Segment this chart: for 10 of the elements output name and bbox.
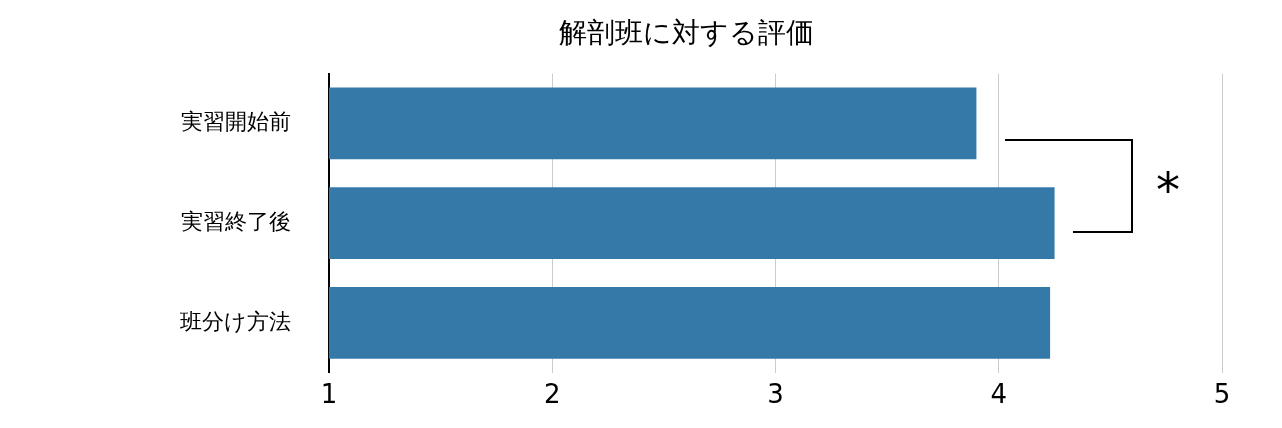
y-tick-label: 実習開始前 <box>181 109 291 135</box>
x-tick-label: 3 <box>767 379 784 410</box>
y-tick-label: 班分け方法 <box>180 308 291 334</box>
x-tick-label: 1 <box>320 379 338 410</box>
chart-title: 解剖班に対する評価 <box>558 16 814 50</box>
annotation: * <box>1156 162 1180 219</box>
x-tick-label: 5 <box>1213 379 1231 410</box>
x-tick-label: 4 <box>990 379 1008 410</box>
y-tick-label: 実習終了後 <box>181 208 291 234</box>
x-tick-label: 2 <box>543 379 561 410</box>
